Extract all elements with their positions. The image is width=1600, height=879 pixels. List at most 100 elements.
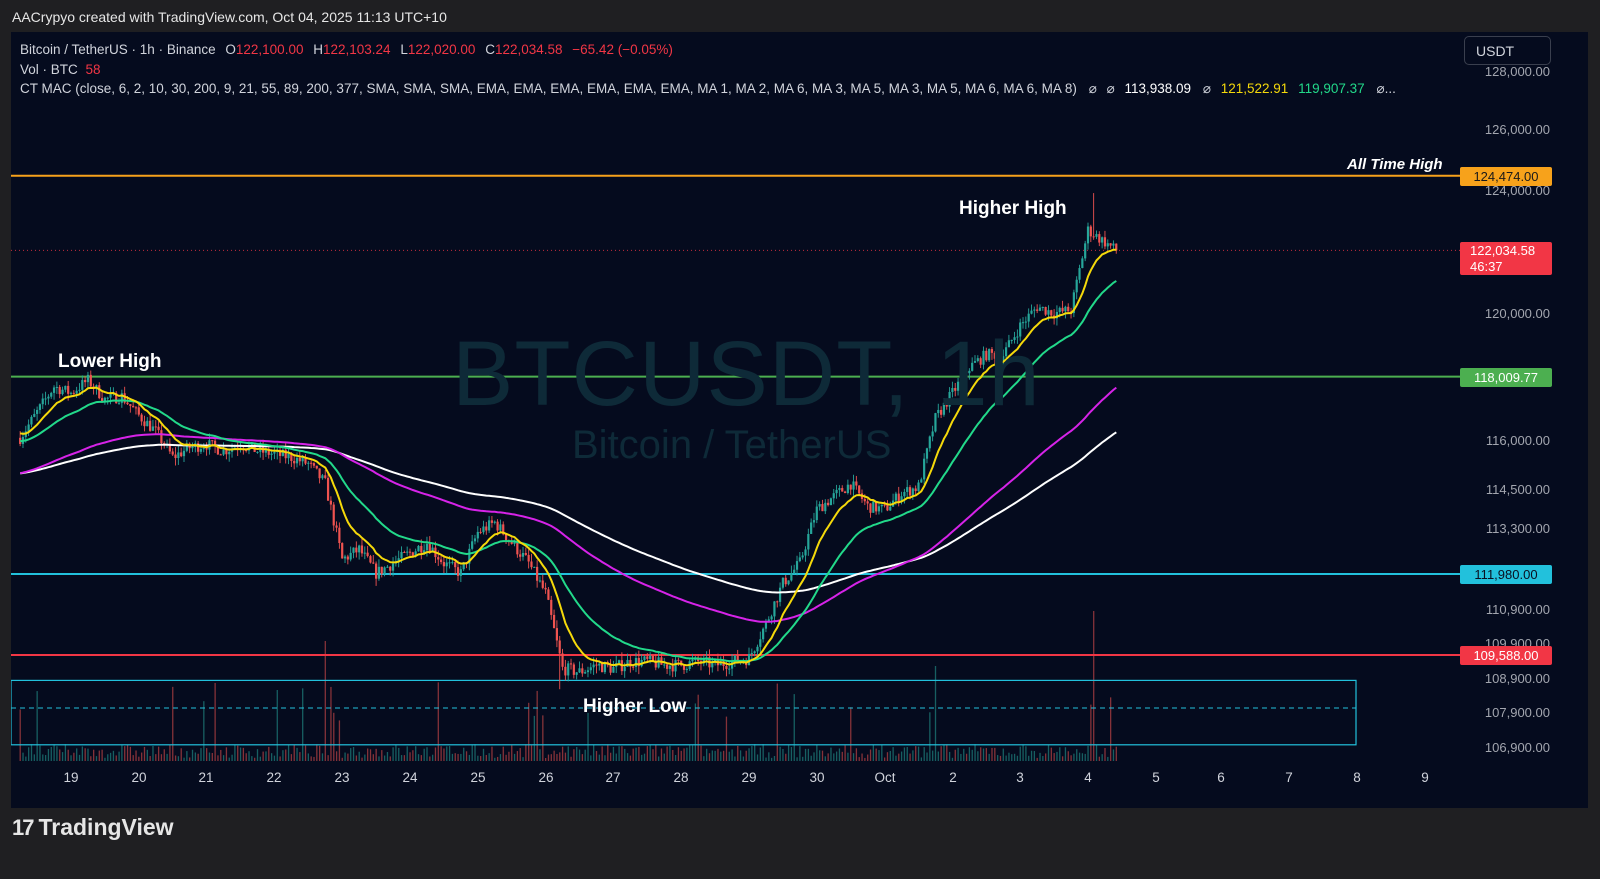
- date-tick: 25: [470, 770, 486, 785]
- volume-bar: [932, 750, 934, 761]
- candle-body: [795, 561, 799, 570]
- candle-body: [536, 566, 539, 581]
- date-tick: Oct: [874, 770, 896, 785]
- volume-bar: [697, 694, 699, 761]
- volume-bar: [81, 746, 83, 761]
- volume-bar: [47, 749, 50, 761]
- close-value: 122,034.58: [494, 42, 563, 57]
- volume-bar: [1110, 697, 1112, 761]
- candle-body: [1024, 321, 1027, 323]
- low-label: L: [400, 42, 408, 57]
- volume-bar: [494, 757, 496, 761]
- currency-selector[interactable]: USDT: [1464, 36, 1551, 65]
- volume-bar: [912, 750, 914, 761]
- volume-bar: [482, 748, 485, 761]
- volume-bar: [674, 755, 677, 761]
- volume-bar: [745, 750, 747, 761]
- volume-bar: [381, 750, 383, 761]
- legend-volume-row[interactable]: Vol · BTC 58: [20, 60, 1396, 80]
- date-tick: 22: [266, 770, 282, 785]
- volume-bar: [50, 746, 52, 761]
- chart-panel[interactable]: [11, 32, 1588, 808]
- volume-bar: [909, 753, 911, 761]
- candle-body: [1067, 306, 1070, 312]
- candle-body: [431, 547, 434, 553]
- volume-bar: [76, 748, 78, 761]
- volume-bar: [875, 748, 877, 761]
- volume-bar: [276, 689, 278, 761]
- candle-body: [945, 402, 948, 407]
- change-value: −65.42 (−0.05%): [572, 42, 673, 57]
- candle-body: [202, 448, 205, 450]
- candle-body: [880, 504, 883, 507]
- candle-body: [567, 663, 570, 676]
- volume-bar: [1076, 749, 1078, 761]
- candle-body: [329, 500, 332, 505]
- ema-green-line: [20, 280, 1117, 663]
- candle-body: [295, 457, 299, 464]
- volume-bar: [677, 747, 680, 761]
- tradingview-logo[interactable]: 17 TradingView: [12, 814, 174, 841]
- volume-bar: [601, 746, 603, 761]
- candle-body: [685, 668, 688, 670]
- volume-bar: [109, 752, 112, 761]
- volume-bar: [1115, 746, 1117, 761]
- candle-body: [812, 520, 816, 523]
- legend-indicator-row[interactable]: CT MAC (close, 6, 2, 10, 30, 200, 9, 21,…: [20, 79, 1396, 99]
- volume-bar: [573, 749, 575, 761]
- candle-body: [564, 666, 567, 676]
- volume-bar: [869, 749, 872, 761]
- volume-bar: [53, 744, 55, 761]
- volume-bar: [265, 751, 267, 761]
- candle-body: [810, 522, 813, 534]
- candle-body: [855, 481, 858, 486]
- volume-bar: [963, 748, 965, 761]
- volume-bar: [615, 753, 617, 761]
- volume-bar: [903, 747, 906, 761]
- candle-body: [177, 452, 180, 459]
- candle-body: [143, 421, 146, 427]
- candle-body: [154, 426, 157, 428]
- candle-body: [140, 414, 143, 422]
- candle-body: [753, 651, 756, 654]
- candle-body: [790, 573, 793, 581]
- symbol-info[interactable]: Bitcoin / TetherUS · 1h · Binance: [20, 42, 216, 57]
- volume-bar: [624, 748, 626, 761]
- candle-body: [1075, 279, 1078, 293]
- candle-body: [307, 462, 310, 464]
- volume-bar: [217, 755, 219, 761]
- candle-body: [993, 352, 996, 359]
- resistance-price-badge: 118,009.77: [1460, 368, 1552, 387]
- volume-bar: [395, 745, 397, 761]
- volume-bar: [70, 755, 72, 761]
- volume-bar: [889, 750, 891, 761]
- volume-bar: [225, 747, 228, 761]
- volume-bar: [259, 756, 261, 761]
- volume-bar: [101, 749, 103, 761]
- volume-bar: [98, 750, 100, 761]
- candle-body: [132, 405, 135, 408]
- candle-body: [747, 654, 751, 666]
- candle-body: [425, 543, 429, 551]
- candle-body: [117, 402, 121, 404]
- volume-bar: [426, 747, 428, 761]
- candle-body: [273, 452, 276, 454]
- volume-bar: [25, 756, 27, 761]
- volume-bar: [304, 745, 307, 761]
- volume-bar: [632, 748, 634, 761]
- candle-body: [519, 554, 522, 557]
- candle-body: [906, 487, 909, 492]
- volume-bar: [333, 712, 335, 761]
- candle-body: [770, 616, 773, 620]
- volume-bar: [581, 754, 584, 761]
- volume-bar: [1087, 745, 1089, 761]
- volume-bar: [378, 756, 380, 761]
- candle-body: [1112, 243, 1115, 246]
- candle-body: [778, 587, 782, 602]
- price-chart[interactable]: [11, 32, 1588, 808]
- candle-body: [67, 385, 70, 394]
- volume-bar: [731, 749, 733, 761]
- volume-bar: [711, 750, 713, 761]
- candle-body: [863, 498, 866, 502]
- date-tick: 28: [673, 770, 689, 785]
